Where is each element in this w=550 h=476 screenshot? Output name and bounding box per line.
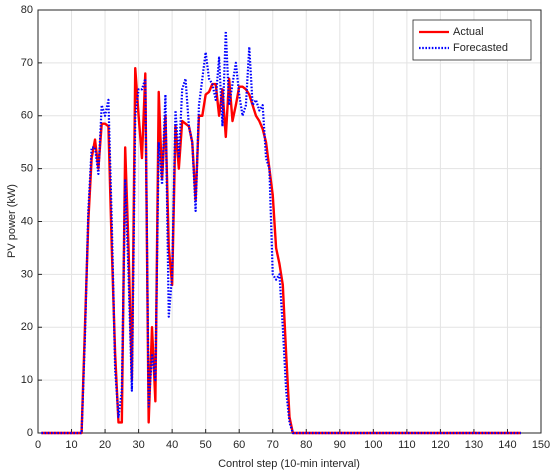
x-tick-label: 70 [267, 439, 279, 451]
series-line [41, 30, 521, 435]
y-tick-label: 20 [21, 321, 33, 333]
x-tick-label: 120 [431, 439, 449, 451]
x-tick-label: 20 [99, 439, 111, 451]
x-tick-label: 110 [398, 439, 416, 451]
y-tick-label: 0 [27, 427, 33, 439]
y-axis-title: PV power (kW) [6, 184, 18, 258]
x-tick-label: 150 [532, 439, 550, 451]
x-tick-label: 0 [35, 439, 41, 451]
y-tick-label: 40 [21, 215, 33, 227]
y-tick-label: 60 [21, 110, 33, 122]
y-tick-label: 80 [21, 4, 33, 16]
y-tick-label: 50 [21, 163, 33, 175]
legend-label: Forecasted [453, 42, 508, 54]
x-tick-label: 100 [364, 439, 382, 451]
legend-box [412, 19, 532, 61]
x-tick-label: 80 [300, 439, 312, 451]
x-tick-label: 130 [465, 439, 483, 451]
y-tick-label: 10 [21, 374, 33, 386]
y-tick-label: 70 [21, 57, 33, 69]
plot-frame [37, 9, 542, 434]
x-tick-label: 140 [498, 439, 516, 451]
x-tick-label: 50 [200, 439, 212, 451]
x-tick-label: 60 [233, 439, 245, 451]
x-tick-label: 30 [132, 439, 144, 451]
x-tick-label: 10 [65, 439, 77, 451]
y-tick-label: 30 [21, 268, 33, 280]
x-tick-label: 90 [334, 439, 346, 451]
x-tick-label: 40 [166, 439, 178, 451]
legend-label: Actual [453, 26, 484, 38]
x-axis-title: Control step (10-min interval) [218, 458, 360, 470]
